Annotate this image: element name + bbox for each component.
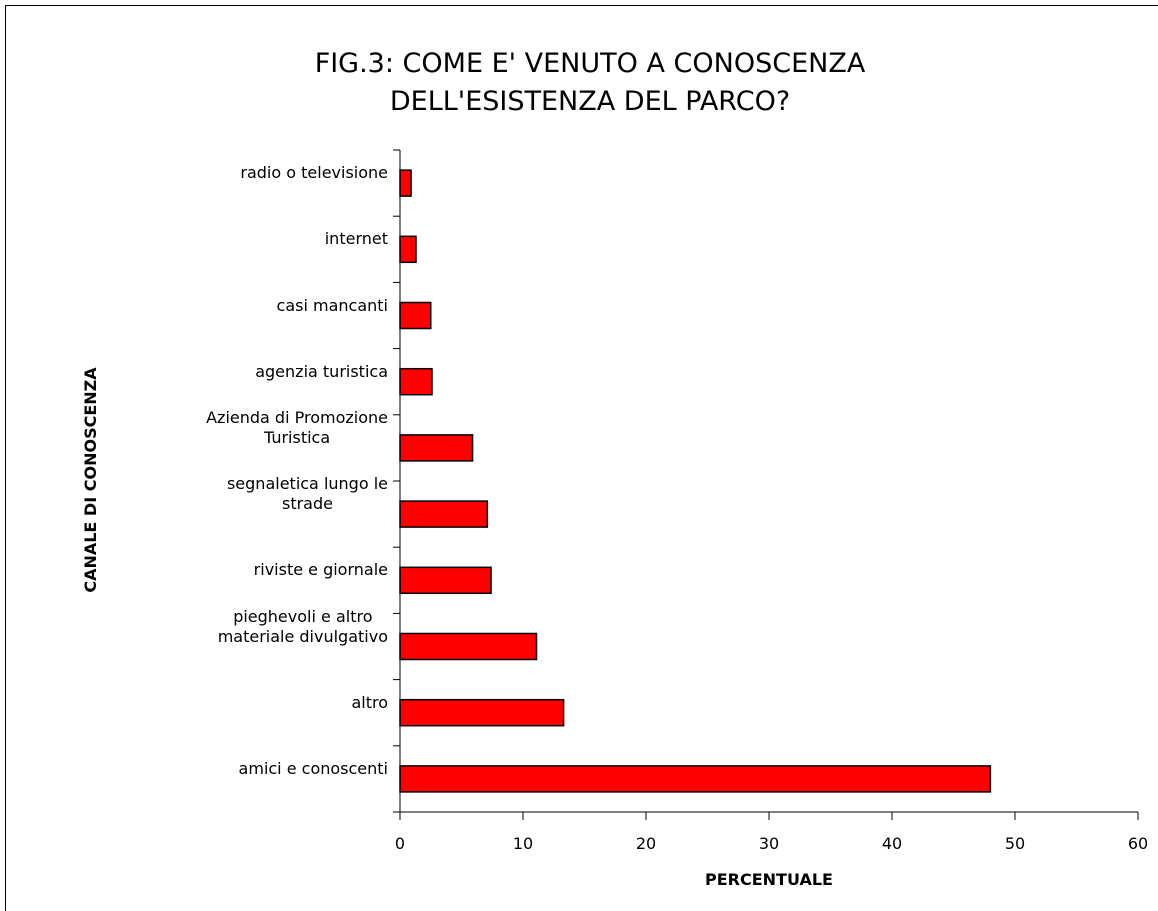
bar: [399, 500, 489, 528]
y-tick-label: riviste e giornale: [88, 560, 388, 580]
bar: [399, 632, 538, 661]
frame: [5, 5, 1158, 911]
y-tick-label: radio o televisione: [88, 163, 388, 183]
x-tick-label: 50: [1005, 834, 1025, 853]
bar: [399, 566, 492, 595]
y-tick-label-text: amici e conoscenti: [238, 758, 388, 778]
x-tick-label: 40: [882, 834, 902, 853]
x-tick-label: 30: [759, 834, 779, 853]
y-tick-label: amici e conoscenti: [88, 759, 388, 779]
y-tick-label-text: casi mancanti: [276, 295, 388, 315]
bar: [399, 367, 433, 396]
x-tick-label: 10: [513, 834, 533, 853]
y-axis-title: CANALE DI CONOSCENZA: [81, 367, 100, 593]
y-tick-label-text: pieghevoli e altro materiale divulgativo: [217, 606, 388, 646]
bar: [399, 698, 565, 727]
chart-title: FIG.3: COME E' VENUTO A CONOSCENZA: [315, 48, 866, 79]
bar: [399, 301, 432, 330]
y-tick-label-text: radio o televisione: [240, 163, 388, 183]
y-tick-label-text: riviste e giornale: [253, 560, 388, 580]
y-tick-label: pieghevoli e altro materiale divulgativo: [88, 607, 388, 647]
bar: [399, 434, 474, 462]
y-tick-label: internet: [88, 229, 388, 249]
y-tick-label-text: altro: [351, 692, 388, 712]
y-tick-label-text: segnaletica lungo le strade: [226, 474, 388, 514]
x-tick-label: 60: [1128, 834, 1148, 853]
y-tick-label: agenzia turistica: [88, 362, 388, 382]
y-tick-label: segnaletica lungo le strade: [88, 474, 388, 514]
y-tick-label-text: internet: [324, 229, 388, 249]
x-tick-label: 0: [395, 834, 405, 853]
bar: [399, 169, 412, 197]
x-axis-title: PERCENTUALE: [705, 870, 833, 889]
bar: [399, 235, 417, 264]
chart-title: DELL'ESISTENZA DEL PARCO?: [390, 86, 790, 117]
y-tick-label: altro: [88, 693, 388, 713]
bar: [399, 765, 992, 793]
y-tick-label-text: agenzia turistica: [255, 361, 388, 381]
y-tick-label: casi mancanti: [88, 296, 388, 316]
x-tick-label: 20: [636, 834, 656, 853]
y-tick-label-text: Azienda di Promozione Turistica: [206, 407, 388, 447]
y-tick-label: Azienda di Promozione Turistica: [88, 408, 388, 448]
